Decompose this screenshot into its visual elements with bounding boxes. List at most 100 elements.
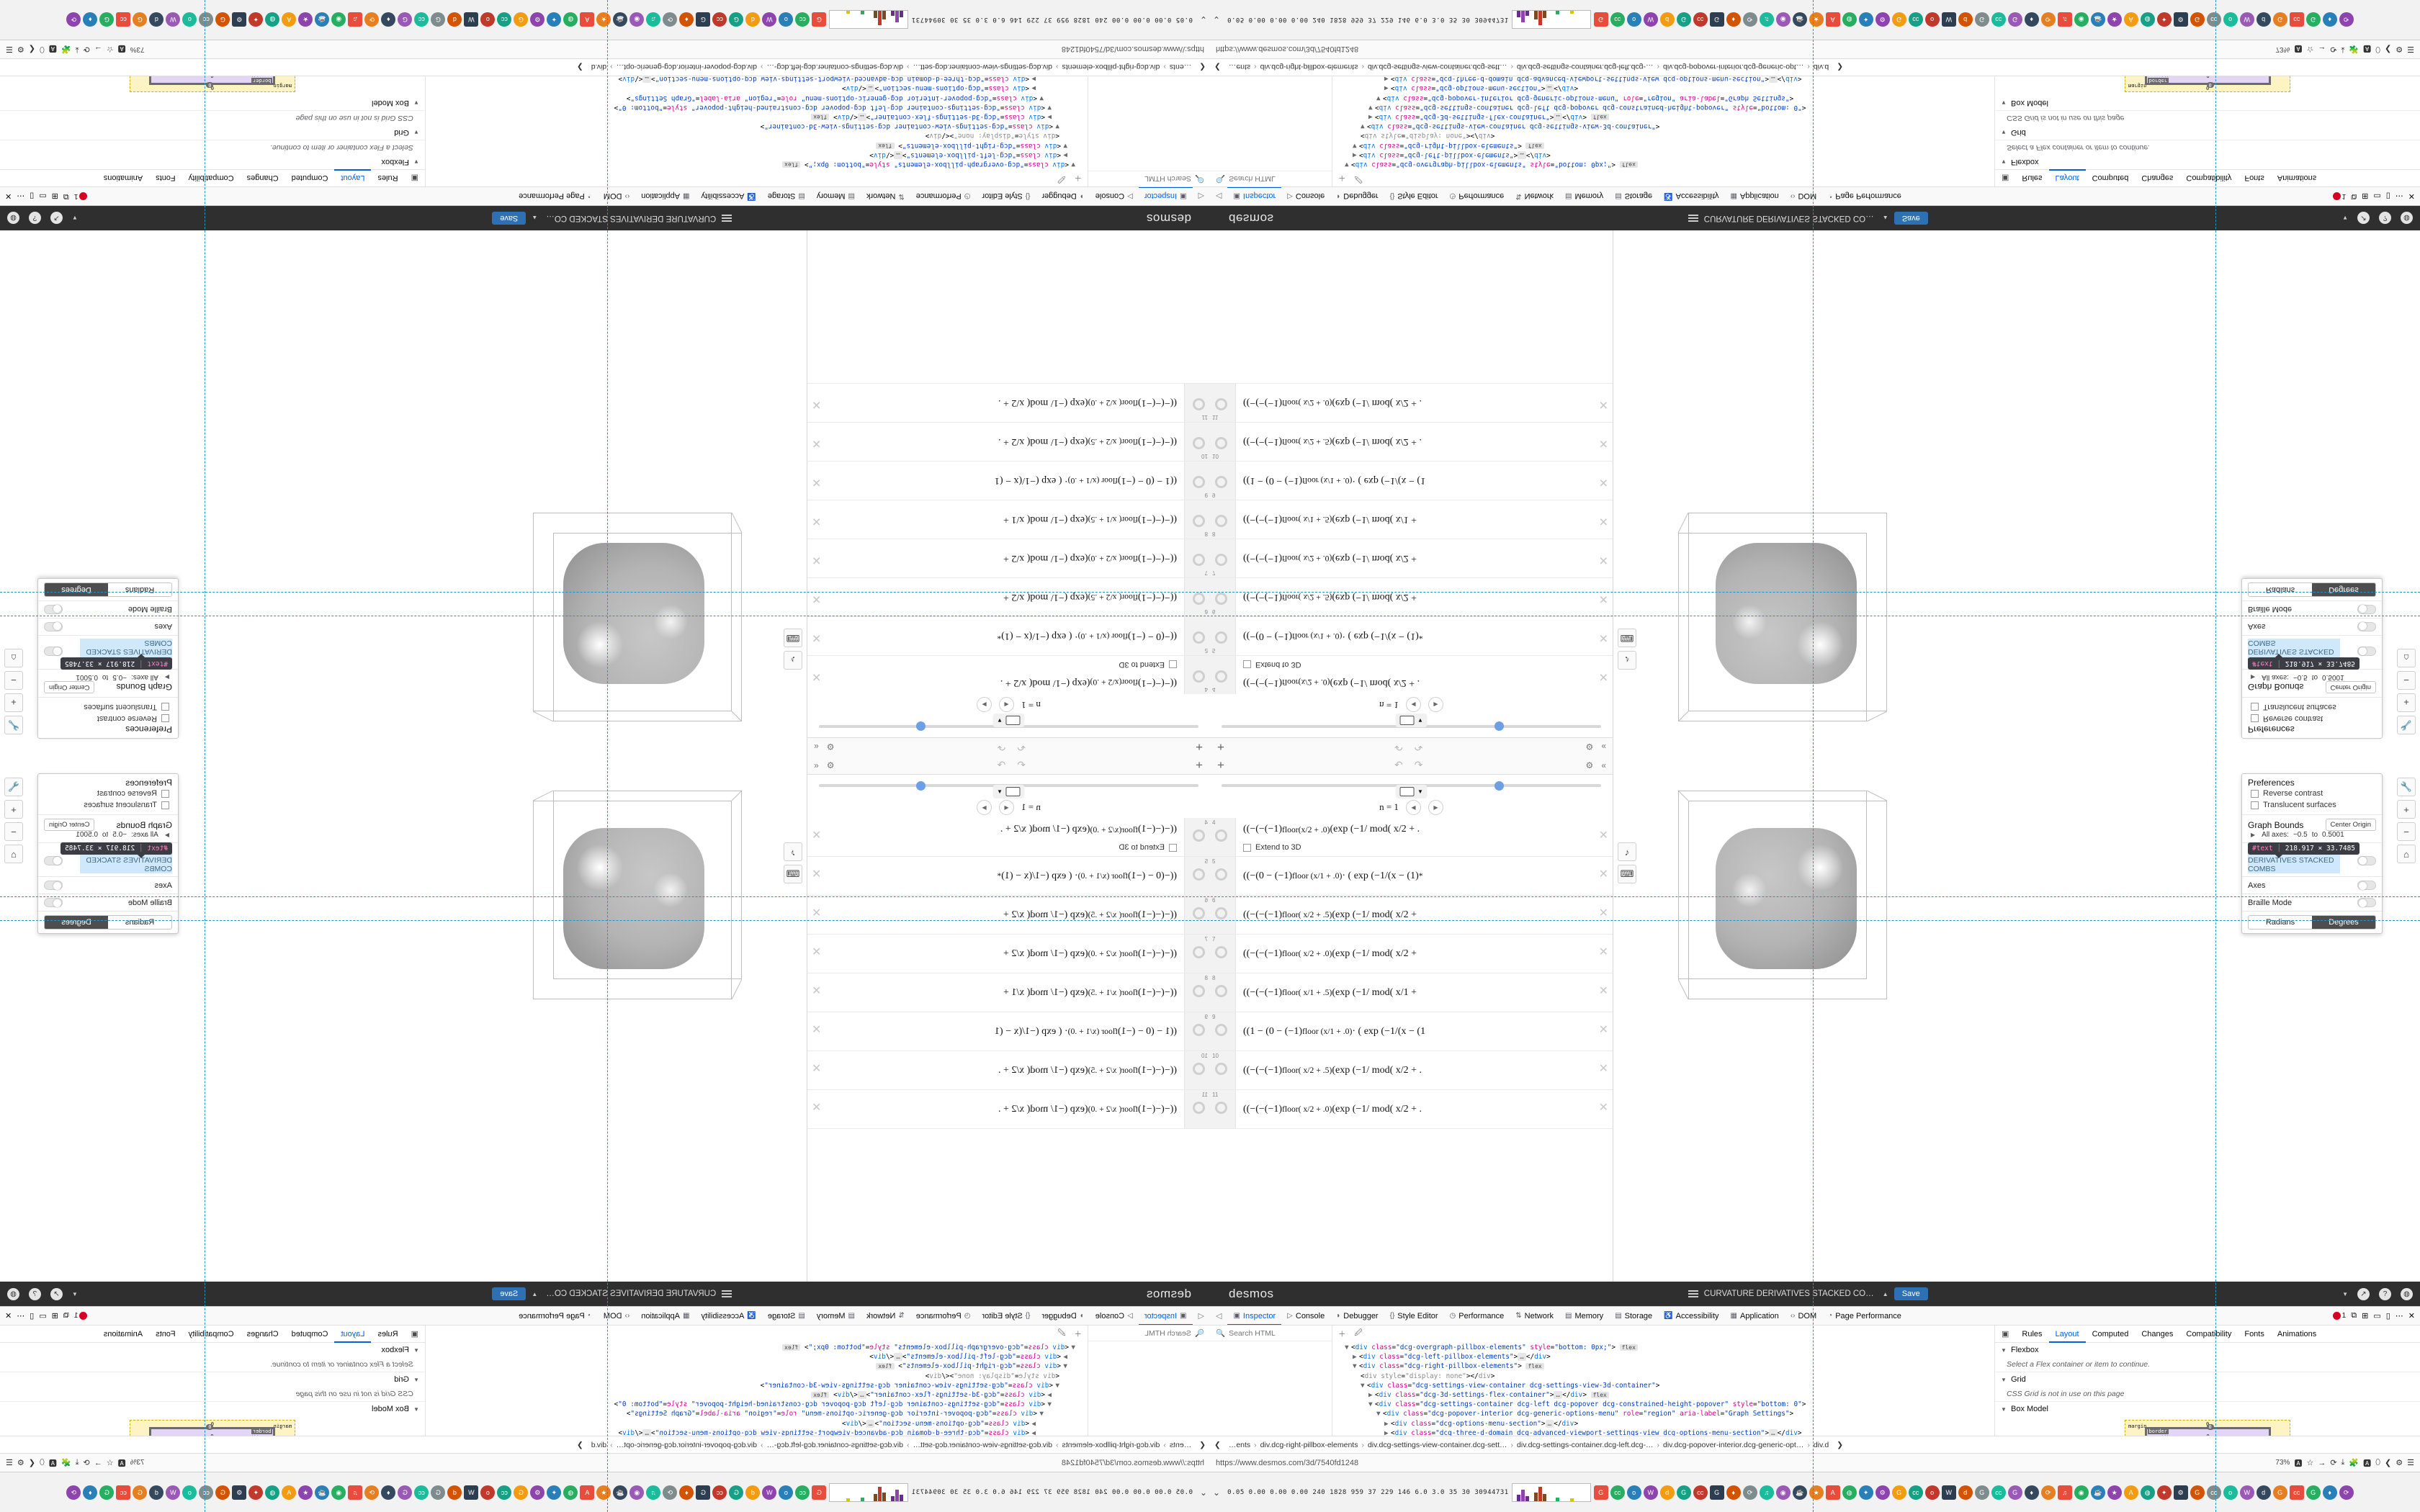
sidebar-tab-compatibility[interactable]: Compatibility [188,1329,234,1338]
search-html-row[interactable]: 🔍 Search HTML [1088,1326,1210,1341]
reload-icon[interactable]: ⟳ [2330,45,2337,53]
globe-icon[interactable]: ◍ [7,1287,19,1300]
taskbar-app-icon[interactable]: ♦ [2024,1485,2039,1500]
graph-settings-popover[interactable]: Preferences Reverse contrast Translucent… [2241,773,2383,935]
delete-expression-icon[interactable]: ✕ [812,631,822,644]
breadcrumb[interactable]: ❮ …ents › div.dcg-right-pillbox-elements › di… [0,59,1210,76]
taskbar-app-icon[interactable]: G [1676,1485,1691,1500]
globe-icon[interactable]: ◍ [7,212,19,225]
expression-math[interactable]: ((−(−(−1) floor(x/2 + .0) (exp (−1/ mod( x… [1243,824,1420,834]
taskbar-app-icon[interactable]: ⚙ [2173,1485,2188,1500]
taskbar-app-icon[interactable]: ◉ [629,12,645,27]
reader-mode-icon[interactable]: 🅰 [2294,1459,2303,1468]
extensions-icon[interactable]: 🧩 [60,45,71,53]
html-node[interactable]: ▶<div class="dcg-options-menu-section">…… [1384,1419,1579,1428]
help-icon[interactable]: ? [29,1287,41,1300]
taskbar-app-icon[interactable]: cc [1693,1485,1708,1500]
radians-button[interactable]: Radians [125,918,155,927]
taskbar-app-icon[interactable]: ◉ [331,12,346,27]
expression-row[interactable]: 6 ((−(−(−1) floor( x/2 + .5) (exp (−1/ mod(… [807,896,1210,935]
eyedropper-icon[interactable]: 🖉 [1354,175,1363,184]
step-back-button[interactable]: ◀ [999,697,1015,713]
expression-row[interactable]: 4 ((−(−(−1) floor(x/2 + .0) (exp (−1/ mod( … [807,655,1210,694]
braille-toggle[interactable] [44,604,63,614]
taskbar-app-icon[interactable]: cc [795,12,810,27]
delete-expression-icon[interactable]: ✕ [812,1102,822,1114]
title-toggle[interactable] [2357,647,2376,657]
chevron-down-icon[interactable]: ▼ [1417,717,1423,724]
breadcrumb-item[interactable]: …ents [1169,1440,1192,1449]
devtools-tab-application[interactable]: ▦ Application [1725,1307,1785,1325]
chevron-up-icon[interactable]: ▲ [1882,215,1888,222]
expression-color-toggle[interactable] [1193,1063,1205,1075]
angle-unit-segmented[interactable]: Radians Degrees [44,582,172,597]
markup-view[interactable]: ＋ 🖉 ▼<div class="dcg-overgraph-pillbox-e… [425,76,1088,186]
hamburger-icon[interactable]: ☰ [6,1459,13,1467]
measure-icon[interactable]: ▭ [2373,192,2381,200]
taskbar-app-icon[interactable]: d [2256,12,2271,27]
devtools-tab-application[interactable]: ▦ Application [635,1307,695,1326]
breadcrumb-item[interactable]: div.dcg-right-pillbox-elements [1062,63,1160,72]
taskbar-app-icon[interactable]: cc [712,12,727,27]
search-html-row[interactable]: 🔍 Search HTML [1210,1326,1332,1341]
expression-row[interactable]: 11 ((−(−(−1) floor( x/2 + .0) (exp (−1/ mod… [1210,1090,1613,1129]
expression-color-toggle[interactable] [1193,946,1205,958]
html-node[interactable]: ▶<div class="dcg-three-d-domain dcg-adva… [1384,76,1802,84]
html-node[interactable]: ▶<div class="dcg-3d-settings-flex-contai… [1337,1390,1994,1400]
bound-min-value[interactable]: −0.5 [2293,673,2308,681]
undo-icon[interactable]: ↶ [1394,742,1403,753]
delete-expression-icon[interactable]: ✕ [812,985,822,997]
expression-math[interactable]: ((−(−(−1) floor( x/1 + .5) (exp (−1/ mod( … [1003,514,1177,526]
taskbar-app-icon[interactable]: W [166,1485,181,1500]
degrees-button[interactable]: Degrees [45,916,108,930]
breadcrumb-scroll-left[interactable]: ❮ [1199,63,1206,72]
html-node[interactable]: ▼<div class="dcg-popover-interior dcg-ge… [1376,94,1794,102]
html-tree[interactable]: ▼<div class="dcg-overgraph-pillbox-eleme… [1332,1341,1994,1436]
html-node[interactable]: <div style="display: none"></div> [1361,1372,1495,1380]
delete-expression-icon[interactable]: ✕ [812,868,822,881]
devtools-tab-debugger[interactable]: ◗ Debugger [1330,1307,1384,1325]
devtools-menu-icon[interactable]: ⋯ [2395,192,2403,200]
taskbar-app-icon[interactable]: ♫ [348,12,363,27]
zoom-level[interactable]: 73% [2275,1459,2290,1467]
taskbar-app-icon[interactable]: ♫ [348,1485,363,1500]
devtools-tab-application[interactable]: ▦ Application [1725,187,1785,206]
translucent-surfaces-row[interactable]: Translucent surfaces [2248,799,2376,811]
breadcrumb-scroll-right[interactable]: ❯ [1837,1440,1844,1449]
taskbar-app-icon[interactable]: ★ [596,1485,611,1500]
expression-math[interactable]: ((−(−(−1) floor( x/2 + .0) (exp (−1/ mod( … [998,397,1177,409]
degrees-button[interactable]: Degrees [2312,582,2375,596]
taskbar-app-icon[interactable]: ☕ [1792,12,1807,27]
taskbar-app-icon[interactable]: ⟳ [663,1485,678,1500]
devtools-tab-style-editor[interactable]: {} Style Editor [976,1307,1036,1326]
expression-row[interactable]: 5 ((−(0 − (−1) floor (x/1 + .0) · ( exp (−… [1210,857,1613,896]
chevron-down-icon[interactable]: ▼ [2001,1377,2007,1383]
checkbox-icon[interactable] [2251,789,2259,798]
expression-math[interactable]: ((−(−(−1) floor( x/2 + .0) (exp (−1/ mod( … [1243,397,1422,409]
devtools-tab-memory[interactable]: ▤ Memory [1559,1307,1609,1325]
add-node-icon[interactable]: ＋ [1338,1329,1346,1338]
eyedropper-icon[interactable]: 🖉 [1354,1328,1363,1337]
taskbar-app-icon[interactable]: o [480,12,496,27]
taskbar-app-icon[interactable]: ♫ [2057,1485,2072,1500]
wrench-icon[interactable]: 🔧 [4,778,23,796]
checkbox-icon[interactable] [1243,843,1251,852]
expression-color-toggle[interactable] [1215,985,1227,997]
delete-expression-icon[interactable]: ✕ [1598,1063,1608,1075]
sidebar-tab-changes[interactable]: Changes [246,1329,279,1338]
audio-trace-icon[interactable]: ♪ [1618,651,1636,670]
split-panel-icon[interactable]: ▣ [411,1330,418,1338]
taskbar-app-icon[interactable]: W [1941,1485,1956,1500]
graph-title[interactable]: CURVATURE DERIVATIVES STACKED COMBS [1703,1290,1877,1298]
taskbar-app-icon[interactable]: cc [497,1485,512,1500]
undo-icon[interactable]: ↶ [1017,742,1026,753]
delete-expression-icon[interactable]: ✕ [812,554,822,566]
taskbar-app-icon[interactable]: W [464,12,479,27]
delete-expression-icon[interactable]: ✕ [1598,631,1608,644]
add-expression-button[interactable]: + [1196,757,1203,772]
help-icon[interactable]: ? [2379,212,2391,225]
breadcrumb-item[interactable]: …ents [1169,63,1192,72]
expression-row[interactable]: 4 ((−(−(−1) floor(x/2 + .0) (exp (−1/ mod( … [807,818,1210,857]
taskbar-app-icon[interactable]: cc [199,1485,214,1500]
taskbar-app-icon[interactable]: G [1709,12,1724,27]
